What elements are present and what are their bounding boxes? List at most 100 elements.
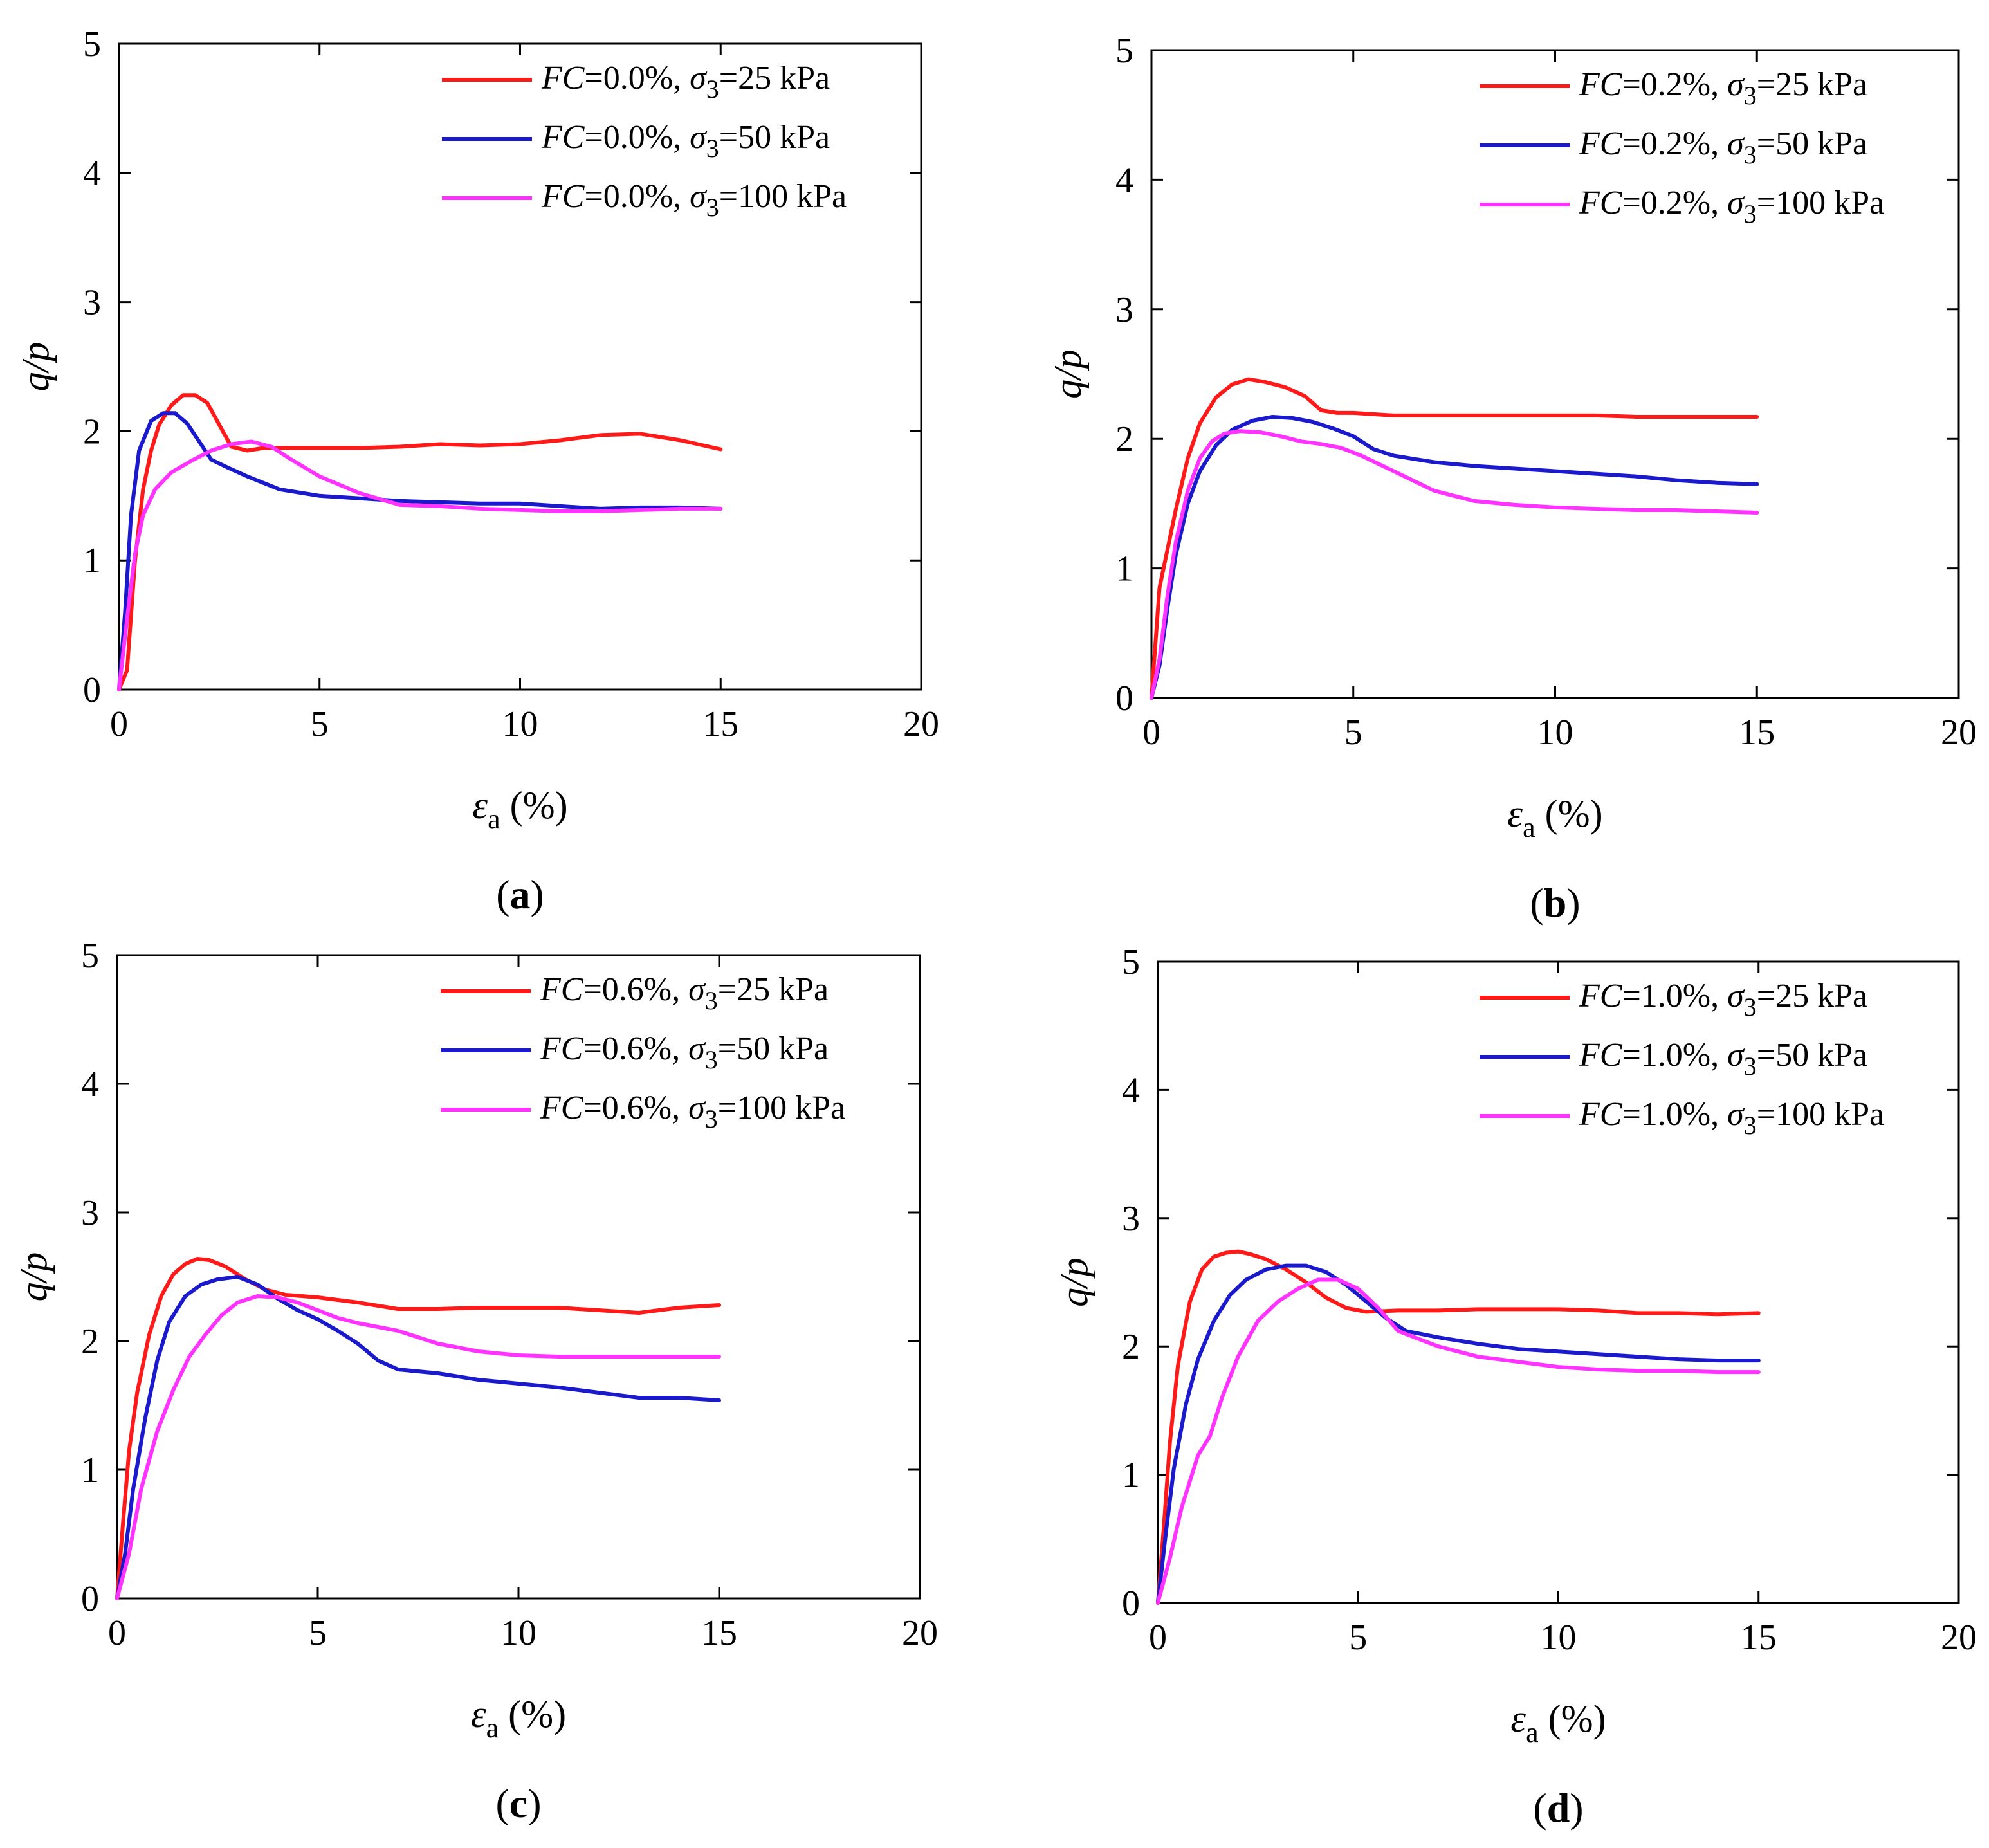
x-axis-title: εa (%) xyxy=(472,784,567,835)
panel-label-letter: a xyxy=(510,872,531,917)
x-axis-symbol: ε xyxy=(471,1693,486,1735)
panel-label: (d) xyxy=(1533,1785,1583,1831)
y-tick-label: 2 xyxy=(1122,1327,1140,1367)
y-tick-label: 1 xyxy=(81,1450,99,1490)
x-axis-symbol: ε xyxy=(1510,1697,1526,1740)
legend-sigma-subscript: 3 xyxy=(1744,1052,1757,1081)
legend-sigma-symbol: σ xyxy=(690,119,708,156)
legend-sigma-symbol: σ xyxy=(690,60,708,96)
x-axis-subscript: a xyxy=(1523,812,1535,843)
legend-fc-value: =0.6%, xyxy=(583,1090,688,1126)
panel-label-close: ) xyxy=(531,872,544,917)
legend-sigma-value: =50 kPa xyxy=(719,119,830,156)
legend-entry: FC=0.0%, σ3=50 kPa xyxy=(541,119,830,163)
legend-sigma-value: =100 kPa xyxy=(719,178,847,215)
legend-sigma-subscript: 3 xyxy=(706,75,719,104)
legend-fc-symbol: FC xyxy=(541,60,585,96)
legend-fc-symbol: FC xyxy=(1579,125,1623,162)
legend-sigma-symbol: σ xyxy=(1727,66,1745,103)
y-tick-label: 4 xyxy=(83,154,101,194)
series-line-3 xyxy=(117,439,723,691)
y-tick-label: 5 xyxy=(1115,31,1133,71)
legend-fc-symbol: FC xyxy=(1579,978,1623,1014)
legend-sigma-symbol: σ xyxy=(1727,978,1745,1014)
series-line-1 xyxy=(115,1257,721,1600)
series-line-1 xyxy=(1156,1249,1761,1605)
y-tick-label: 3 xyxy=(1122,1199,1140,1239)
legend-entry: FC=0.6%, σ3=50 kPa xyxy=(540,1030,829,1074)
y-tick-label: 2 xyxy=(1115,419,1133,459)
y-tick-label: 1 xyxy=(1122,1456,1140,1496)
x-tick-label: 0 xyxy=(1149,1618,1167,1658)
legend-entry: FC=1.0%, σ3=50 kPa xyxy=(1579,1037,1867,1081)
x-axis-symbol: ε xyxy=(1507,792,1523,835)
legend-fc-symbol: FC xyxy=(1579,1096,1623,1133)
x-tick-label: 20 xyxy=(902,1613,938,1653)
legend-sigma-subscript: 3 xyxy=(705,1045,718,1074)
panel-label: (b) xyxy=(1530,880,1580,926)
panel-label-letter: d xyxy=(1547,1785,1570,1831)
legend-sigma-subscript: 3 xyxy=(1744,199,1757,228)
y-axis-title: q/p xyxy=(1047,349,1089,399)
legend-entry: FC=1.0%, σ3=100 kPa xyxy=(1579,1096,1884,1140)
legend-sigma-subscript: 3 xyxy=(1744,993,1757,1021)
x-axis-subscript: a xyxy=(488,803,500,835)
legend-fc-value: =0.2%, xyxy=(1622,125,1727,162)
legend-fc-symbol: FC xyxy=(541,178,585,215)
legend-fc-value: =0.6%, xyxy=(583,971,688,1008)
y-tick-label: 4 xyxy=(1122,1070,1140,1110)
series-line-2 xyxy=(1156,1263,1761,1605)
legend-sigma-value: =100 kPa xyxy=(1757,185,1884,221)
x-tick-label: 0 xyxy=(108,1613,126,1653)
legend-entry: FC=0.2%, σ3=100 kPa xyxy=(1579,185,1884,228)
y-tick-label: 3 xyxy=(1115,290,1133,330)
legend-fc-value: =0.2%, xyxy=(1622,185,1727,221)
x-tick-label: 5 xyxy=(1349,1618,1367,1658)
x-axis-unit: (%) xyxy=(499,1693,566,1735)
y-tick-label: 5 xyxy=(81,936,99,976)
x-tick-label: 5 xyxy=(1344,713,1362,753)
panel-label-open: ( xyxy=(1533,1785,1546,1831)
series-line-3 xyxy=(115,1294,721,1600)
panel-label: (c) xyxy=(495,1780,541,1826)
y-tick-label: 2 xyxy=(81,1322,99,1362)
x-tick-label: 20 xyxy=(903,704,939,744)
x-axis-title: εa (%) xyxy=(471,1693,566,1744)
x-axis-symbol: ε xyxy=(472,784,488,827)
y-tick-label: 0 xyxy=(1115,679,1133,718)
y-tick-label: 4 xyxy=(1115,160,1133,200)
legend-sigma-subscript: 3 xyxy=(1744,81,1757,110)
legend-sigma-value: =50 kPa xyxy=(718,1030,829,1067)
y-tick-label: 1 xyxy=(83,541,101,581)
legend-fc-value: =0.0%, xyxy=(584,178,690,215)
y-axis-title: q/p xyxy=(12,1252,55,1302)
x-tick-label: 10 xyxy=(502,704,538,744)
legend-sigma-symbol: σ xyxy=(1727,185,1745,221)
x-tick-label: 0 xyxy=(1142,713,1160,753)
legend-sigma-value: =50 kPa xyxy=(1757,1037,1867,1074)
panel-label: (a) xyxy=(496,872,544,917)
y-axis-title: q/p xyxy=(14,342,57,392)
legend-fc-symbol: FC xyxy=(541,119,585,156)
series-line-1 xyxy=(1150,377,1759,700)
panel-label-letter: b xyxy=(1544,880,1567,926)
y-tick-label: 5 xyxy=(83,24,101,64)
y-tick-label: 5 xyxy=(1122,942,1140,982)
legend-fc-value: =0.2%, xyxy=(1622,66,1727,103)
x-tick-label: 10 xyxy=(1537,713,1573,753)
legend-fc-value: =0.0%, xyxy=(584,60,690,96)
legend-entry: FC=0.2%, σ3=25 kPa xyxy=(1579,66,1867,110)
legend-sigma-value: =50 kPa xyxy=(1757,125,1867,162)
x-tick-label: 15 xyxy=(1739,713,1775,753)
legend-fc-value: =1.0%, xyxy=(1622,1096,1727,1133)
legend-fc-symbol: FC xyxy=(1579,1037,1623,1074)
legend-sigma-value: =25 kPa xyxy=(1757,978,1867,1014)
legend-sigma-subscript: 3 xyxy=(1744,1111,1757,1140)
x-axis-title: εa (%) xyxy=(1510,1697,1606,1748)
legend-sigma-value: =25 kPa xyxy=(719,60,830,96)
legend-sigma-value: =100 kPa xyxy=(1757,1096,1884,1133)
panel-label-close: ) xyxy=(1566,880,1580,926)
